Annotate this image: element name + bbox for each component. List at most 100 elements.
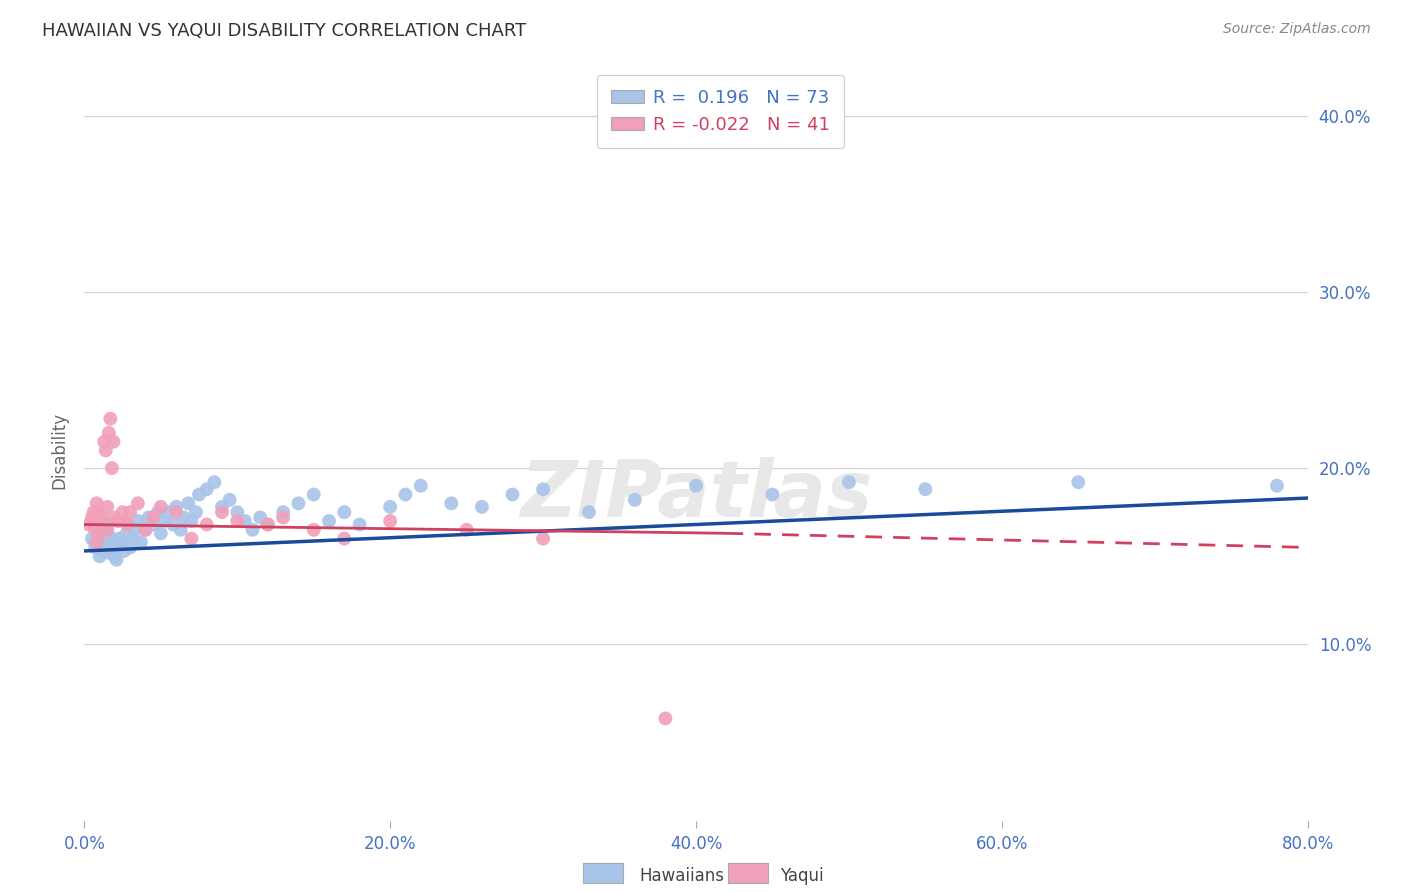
Point [502, 487, 524, 501]
Point [162, 517, 184, 532]
Point [153, 514, 176, 528]
Point [624, 492, 647, 507]
Point [257, 517, 280, 532]
Point [142, 517, 165, 532]
Point [531, 532, 554, 546]
Point [111, 505, 134, 519]
Point [394, 487, 416, 501]
Point [86, 535, 108, 549]
Point [165, 500, 187, 514]
Point [349, 517, 371, 532]
Point [135, 523, 157, 537]
Point [184, 505, 207, 519]
Point [91, 544, 114, 558]
Point [129, 535, 152, 549]
Point [122, 532, 145, 546]
Point [94, 541, 117, 555]
Point [165, 505, 187, 519]
Point [180, 514, 202, 528]
Point [271, 510, 294, 524]
Text: Yaqui: Yaqui [780, 867, 824, 885]
Point [120, 505, 142, 519]
Point [107, 541, 129, 555]
Point [104, 549, 127, 564]
Text: HAWAIIAN VS YAQUI DISABILITY CORRELATION CHART: HAWAIIAN VS YAQUI DISABILITY CORRELATION… [42, 22, 526, 40]
Point [302, 487, 325, 501]
Point [177, 496, 200, 510]
Y-axis label: Disability: Disability [51, 412, 69, 489]
Point [761, 487, 783, 501]
Point [112, 544, 135, 558]
Point [84, 541, 107, 555]
Point [80, 532, 103, 546]
Point [96, 523, 118, 537]
Point [170, 523, 193, 537]
Point [87, 505, 110, 519]
Text: Hawaiians: Hawaiians [640, 867, 724, 885]
Point [96, 526, 118, 541]
Point [333, 505, 356, 519]
Point [89, 526, 111, 541]
Point [98, 537, 121, 551]
Point [302, 523, 325, 537]
Point [135, 523, 157, 537]
Point [211, 505, 233, 519]
Point [89, 523, 111, 537]
Point [80, 510, 103, 524]
Point [83, 505, 105, 519]
Point [108, 532, 131, 546]
Point [242, 523, 264, 537]
Point [409, 479, 432, 493]
Point [142, 510, 165, 524]
Point [93, 535, 115, 549]
Point [380, 514, 402, 528]
Point [257, 517, 280, 532]
Point [914, 482, 936, 496]
Point [531, 482, 554, 496]
Point [838, 475, 860, 490]
Point [91, 510, 114, 524]
Point [287, 496, 309, 510]
Point [1067, 475, 1090, 490]
Point [105, 553, 128, 567]
Point [149, 500, 172, 514]
Point [226, 505, 249, 519]
Point [90, 517, 112, 532]
Point [654, 711, 676, 725]
Point [188, 487, 211, 501]
Point [127, 514, 149, 528]
Point [103, 434, 125, 449]
Point [456, 523, 478, 537]
Point [107, 514, 129, 528]
Point [97, 425, 120, 440]
Point [97, 546, 120, 560]
Point [138, 510, 160, 524]
Text: ZIPatlas: ZIPatlas [520, 457, 872, 533]
Point [104, 510, 127, 524]
Point [103, 541, 125, 555]
Point [89, 549, 111, 564]
Point [93, 434, 115, 449]
Point [1265, 479, 1288, 493]
Point [86, 535, 108, 549]
Point [149, 526, 172, 541]
Text: Source: ZipAtlas.com: Source: ZipAtlas.com [1223, 22, 1371, 37]
Point [84, 523, 107, 537]
Point [195, 482, 218, 496]
Point [173, 510, 195, 524]
Point [120, 541, 142, 555]
Point [180, 532, 202, 546]
Point [226, 514, 249, 528]
Legend: R =  0.196   N = 73, R = -0.022   N = 41: R = 0.196 N = 73, R = -0.022 N = 41 [596, 75, 844, 148]
Point [86, 496, 108, 510]
Point [101, 532, 124, 546]
Point [578, 505, 600, 519]
Point [115, 517, 138, 532]
Point [101, 461, 124, 475]
Point [218, 492, 240, 507]
Point [89, 514, 111, 528]
Point [87, 528, 110, 542]
Point [114, 528, 136, 542]
Point [440, 496, 463, 510]
Point [98, 411, 121, 425]
